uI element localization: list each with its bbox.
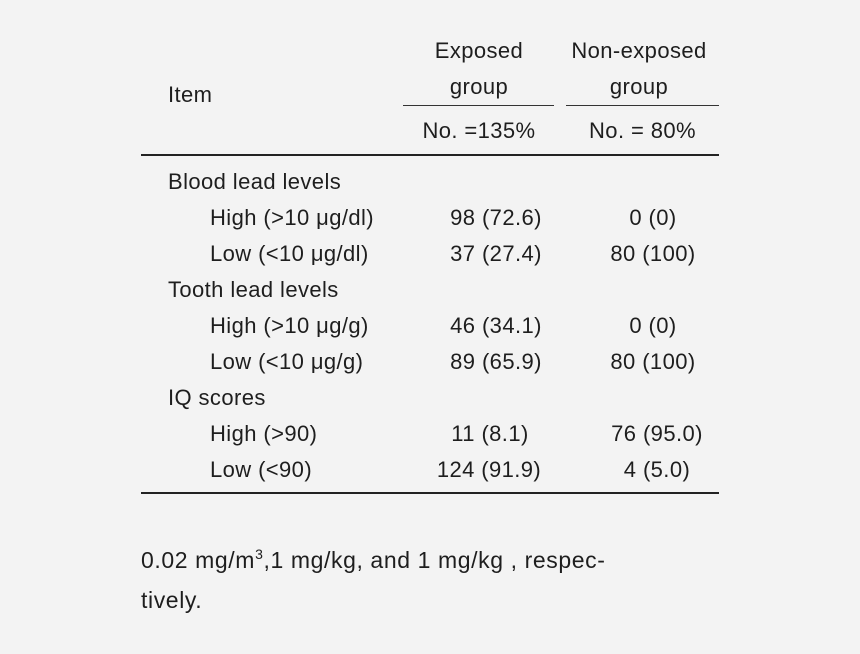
cell-nonexposed: 0 (0) [629, 205, 677, 230]
exposed-header-rule [403, 105, 554, 106]
cell-exposed: 11 (8.1) [451, 421, 529, 446]
footnote-superscript: 3 [255, 546, 264, 562]
footnote-part2: ,1 mg/kg, and 1 mg/kg , respec- [263, 547, 606, 573]
cell-nonexposed: 76 (95.0) [611, 421, 703, 446]
row-label: High (>10 μg/dl) [210, 205, 374, 230]
header-nonexposed-n: No. = 80% [589, 118, 696, 143]
header-nonexposed-line1: Non-exposed [571, 38, 707, 63]
row-label: Low (<10 μg/dl) [210, 241, 369, 266]
cell-exposed: 124 (91.9) [436, 457, 542, 482]
header-nonexposed-line2: group [609, 74, 669, 99]
cell-nonexposed: 80 (100) [610, 241, 696, 266]
section-label-blood-lead: Blood lead levels [168, 169, 342, 194]
header-exposed-n: No. =135% [422, 118, 536, 143]
header-exposed-line2: group [449, 74, 509, 99]
row-label: High (>90) [210, 421, 318, 446]
header-bottom-rule [141, 154, 719, 156]
section-label-tooth-lead: Tooth lead levels [168, 277, 339, 302]
cell-exposed: 89 (65.9) [450, 349, 542, 374]
cell-nonexposed: 80 (100) [610, 349, 696, 374]
cell-exposed: 46 (34.1) [450, 313, 542, 338]
cell-nonexposed: 4 (5.0) [623, 457, 691, 482]
footnote-line2: tively. [141, 587, 203, 613]
row-label: Low (<10 μg/g) [210, 349, 364, 374]
footnote-text: 0.02 mg/m3,1 mg/kg, and 1 mg/kg , respec… [141, 540, 741, 620]
row-label: Low (<90) [210, 457, 313, 482]
header-exposed-line1: Exposed [434, 38, 524, 63]
nonexposed-header-rule [566, 105, 719, 106]
cell-exposed: 98 (72.6) [450, 205, 542, 230]
cell-exposed: 37 (27.4) [450, 241, 542, 266]
header-item: Item [168, 82, 213, 107]
cell-nonexposed: 0 (0) [629, 313, 677, 338]
table-bottom-rule [141, 492, 719, 494]
row-label: High (>10 μg/g) [210, 313, 369, 338]
footnote-part1: 0.02 mg/m [141, 547, 256, 573]
section-label-iq-scores: IQ scores [168, 385, 266, 410]
